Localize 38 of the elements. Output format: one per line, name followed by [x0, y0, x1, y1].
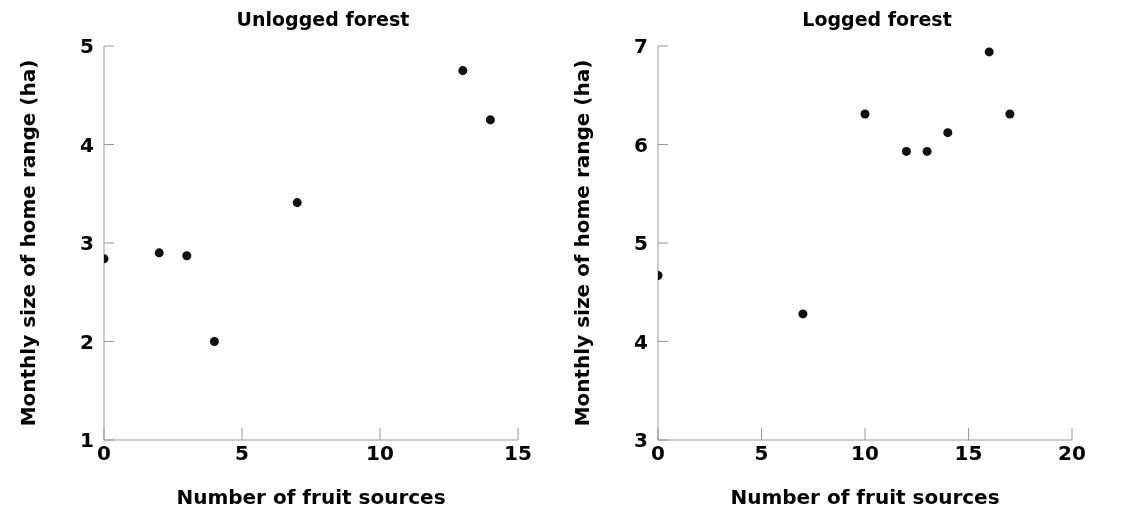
- y-tick-label: 3: [80, 231, 94, 256]
- x-tick-label: 10: [851, 441, 879, 466]
- y-tick-label: 3: [634, 428, 648, 453]
- point: [182, 251, 192, 261]
- point: [901, 146, 911, 156]
- point: [292, 198, 302, 208]
- y-tick-label: 6: [634, 132, 648, 157]
- x-tick-label: 0: [97, 441, 111, 466]
- point: [209, 336, 219, 347]
- point: [154, 248, 164, 258]
- point: [922, 146, 932, 156]
- y-tick-label: 4: [80, 132, 94, 157]
- x-tick-label: 5: [754, 441, 769, 466]
- y-tick-label: 1: [80, 428, 94, 453]
- y-axis-title: Monthly size of home range (ha): [16, 59, 41, 427]
- y-tick-label: 2: [80, 329, 94, 354]
- y-axis-title: Monthly size of home range (ha): [570, 59, 595, 427]
- point: [984, 47, 994, 57]
- point: [1005, 109, 1015, 119]
- chart-title: Logged forest: [801, 8, 953, 32]
- point: [860, 109, 870, 119]
- x-tick-label: 15: [954, 441, 983, 466]
- point: [458, 66, 468, 76]
- x-tick-label: 15: [504, 441, 532, 466]
- point: [798, 309, 808, 319]
- y-tick-label: 7: [634, 34, 648, 59]
- x-axis-title: Number of fruit sources: [730, 485, 1000, 509]
- x-tick-label: 10: [366, 441, 394, 466]
- x-axis-title: Number of fruit sources: [176, 485, 446, 509]
- x-tick-label: 0: [651, 441, 665, 466]
- point: [943, 128, 953, 138]
- point: [485, 115, 495, 125]
- chart-title: Unlogged forest: [235, 8, 411, 32]
- y-tick-label: 5: [80, 34, 94, 59]
- x-tick-label: 20: [1058, 441, 1086, 466]
- y-tick-label: 4: [634, 329, 648, 354]
- y-tick-label: 5: [634, 231, 648, 256]
- x-tick-label: 5: [235, 441, 249, 466]
